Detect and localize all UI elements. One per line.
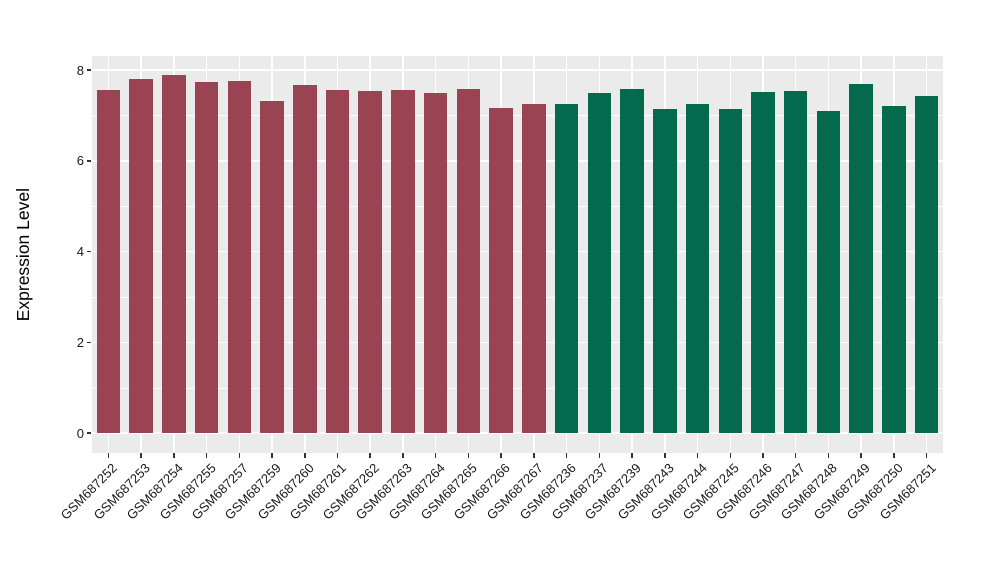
bar <box>653 108 677 433</box>
x-axis-tick <box>304 453 306 458</box>
bar <box>882 106 906 433</box>
x-axis-tick <box>696 453 699 458</box>
x-axis-tick <box>369 453 371 458</box>
bar <box>849 84 873 433</box>
x-axis-tick <box>827 453 830 458</box>
x-axis-tick <box>664 453 666 458</box>
y-gridline-major <box>92 160 943 162</box>
x-axis-tick <box>467 453 470 458</box>
y-gridline-minor <box>92 206 943 207</box>
bar <box>456 88 481 433</box>
x-axis-tick <box>729 453 731 458</box>
x-axis-tick <box>533 453 535 458</box>
y-tick-label: 4 <box>76 244 84 259</box>
y-axis-title-box: Expression Level <box>8 56 38 453</box>
plot-panel <box>92 56 943 453</box>
y-axis-tick <box>87 341 91 343</box>
y-tick-label: 0 <box>76 425 84 441</box>
y-gridline-minor <box>92 115 943 117</box>
y-gridline-minor <box>92 296 943 298</box>
x-axis-tick <box>794 453 797 458</box>
y-axis-title: Expression Level <box>12 187 33 322</box>
x-axis-tick <box>762 453 764 458</box>
y-tick-label: 8 <box>76 62 84 78</box>
bar <box>914 96 939 433</box>
bar <box>129 78 153 433</box>
bar <box>816 110 841 433</box>
y-axis-tick <box>87 69 91 71</box>
bar <box>718 109 742 433</box>
bar <box>554 104 579 433</box>
y-gridline-major <box>92 69 943 71</box>
bar <box>96 89 121 433</box>
y-gridline-minor <box>92 387 943 389</box>
x-axis-tick <box>140 453 142 458</box>
bar <box>751 91 775 433</box>
bar <box>423 92 448 433</box>
bar <box>391 89 415 433</box>
bar <box>358 91 382 433</box>
x-axis-tick <box>271 453 273 458</box>
bar <box>489 108 513 433</box>
y-axis-tick <box>87 250 91 253</box>
x-axis-tick <box>893 453 895 458</box>
bar <box>293 84 317 433</box>
bar <box>685 104 710 433</box>
x-axis-tick <box>500 453 502 458</box>
y-axis-tick <box>87 160 91 162</box>
x-axis-tick <box>336 453 339 458</box>
bar <box>783 90 808 433</box>
bar <box>162 74 186 433</box>
x-axis-tick <box>402 453 404 458</box>
x-axis-tick <box>860 453 862 458</box>
bar <box>325 89 350 433</box>
x-axis-tick <box>631 453 633 458</box>
y-tick-label: 6 <box>76 153 84 169</box>
x-axis-tick <box>173 453 175 458</box>
bar <box>522 104 546 433</box>
bar <box>620 89 644 433</box>
bar <box>260 100 284 433</box>
bar <box>227 81 252 433</box>
x-axis-tick <box>925 453 928 458</box>
bar <box>194 82 219 433</box>
y-axis-tick <box>87 432 91 434</box>
x-axis-tick <box>205 453 208 458</box>
y-gridline-major <box>92 250 943 253</box>
bar <box>587 92 612 433</box>
x-axis-tick <box>565 453 568 458</box>
x-axis-tick <box>434 453 437 458</box>
x-axis-tick <box>598 453 601 458</box>
y-tick-label: 2 <box>76 334 84 350</box>
y-gridline-major <box>92 432 943 434</box>
x-axis-tick <box>238 453 241 458</box>
x-axis-tick <box>107 453 110 458</box>
y-gridline-major <box>92 341 943 343</box>
